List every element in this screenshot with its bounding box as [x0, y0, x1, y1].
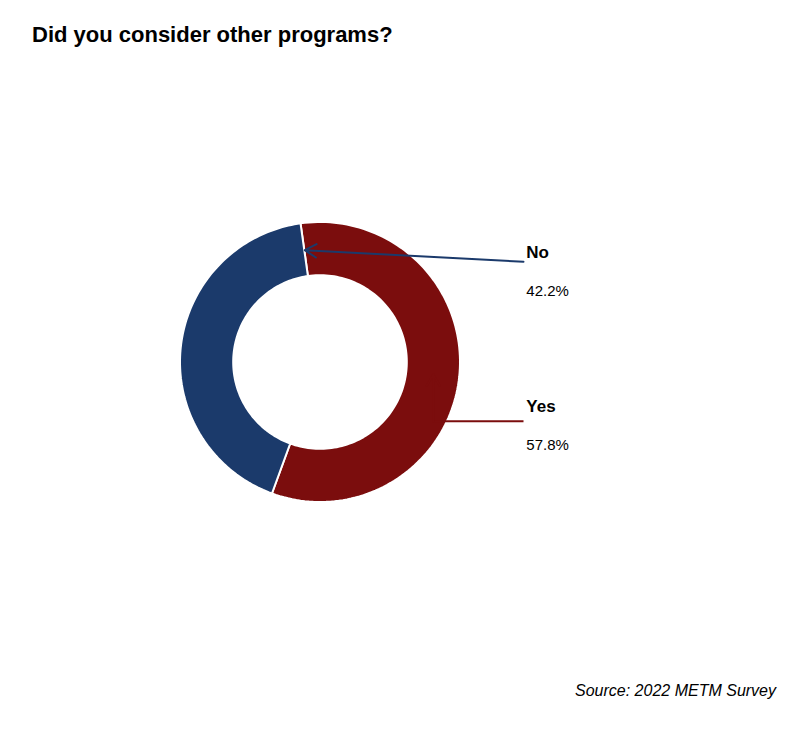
html-text:Did you consider other program: Did you consider other programs?	[32, 22, 393, 47]
svg-text:No: No	[526, 243, 549, 262]
svg-text:Yes: Yes	[526, 397, 555, 416]
html-text:Source: 2022 METM Survey: Source: 2022 METM Survey	[575, 682, 776, 699]
svg-text:42.2%: 42.2%	[526, 282, 569, 299]
svg-text:57.8%: 57.8%	[526, 436, 569, 453]
